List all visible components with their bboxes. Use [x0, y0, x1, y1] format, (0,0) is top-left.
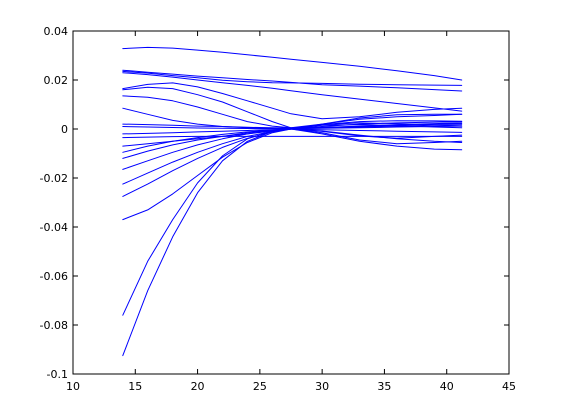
series-line-3 — [122, 70, 463, 86]
series-layer — [122, 46, 463, 357]
series-line-4 — [122, 72, 463, 112]
y-tick-labels: -0.1 -0.08 -0.06 -0.04 -0.02 0 0.02 0.04 — [40, 25, 68, 381]
series-line-5 — [122, 82, 463, 120]
series-line-19 — [122, 124, 463, 221]
y-tick-label: -0.02 — [40, 172, 68, 185]
y-tick-label: -0.08 — [40, 319, 68, 332]
series-line-16 — [122, 121, 463, 170]
y-tick-label: -0.06 — [40, 270, 68, 283]
x-tick-label: 40 — [440, 380, 454, 393]
x-tick-label: 25 — [253, 380, 267, 393]
x-tick-label: 45 — [502, 380, 516, 393]
x-tick-label: 15 — [128, 380, 142, 393]
series-line-10 — [122, 126, 463, 133]
series-line-2 — [122, 69, 463, 92]
series-line-12 — [122, 135, 463, 139]
series-line-21 — [122, 128, 463, 357]
x-tick-label: 35 — [377, 380, 391, 393]
x-tick-label: 10 — [66, 380, 80, 393]
series-line-18 — [122, 122, 463, 197]
series-line-6 — [122, 86, 463, 129]
x-tick-label: 20 — [191, 380, 205, 393]
y-tick-label: -0.04 — [40, 221, 68, 234]
y-tick-label: 0.02 — [44, 74, 69, 87]
x-tick-labels: 10 15 20 25 30 35 40 45 — [66, 380, 516, 393]
plot-frame — [72, 30, 510, 375]
ticks-layer — [72, 30, 510, 375]
y-tick-label: 0 — [61, 123, 68, 136]
series-line-20 — [122, 128, 463, 316]
series-line-9 — [122, 122, 463, 129]
y-tick-label: 0.04 — [44, 25, 69, 38]
x-tick-label: 30 — [315, 380, 329, 393]
y-tick-label: -0.1 — [47, 368, 68, 381]
series-line-1 — [122, 46, 463, 81]
